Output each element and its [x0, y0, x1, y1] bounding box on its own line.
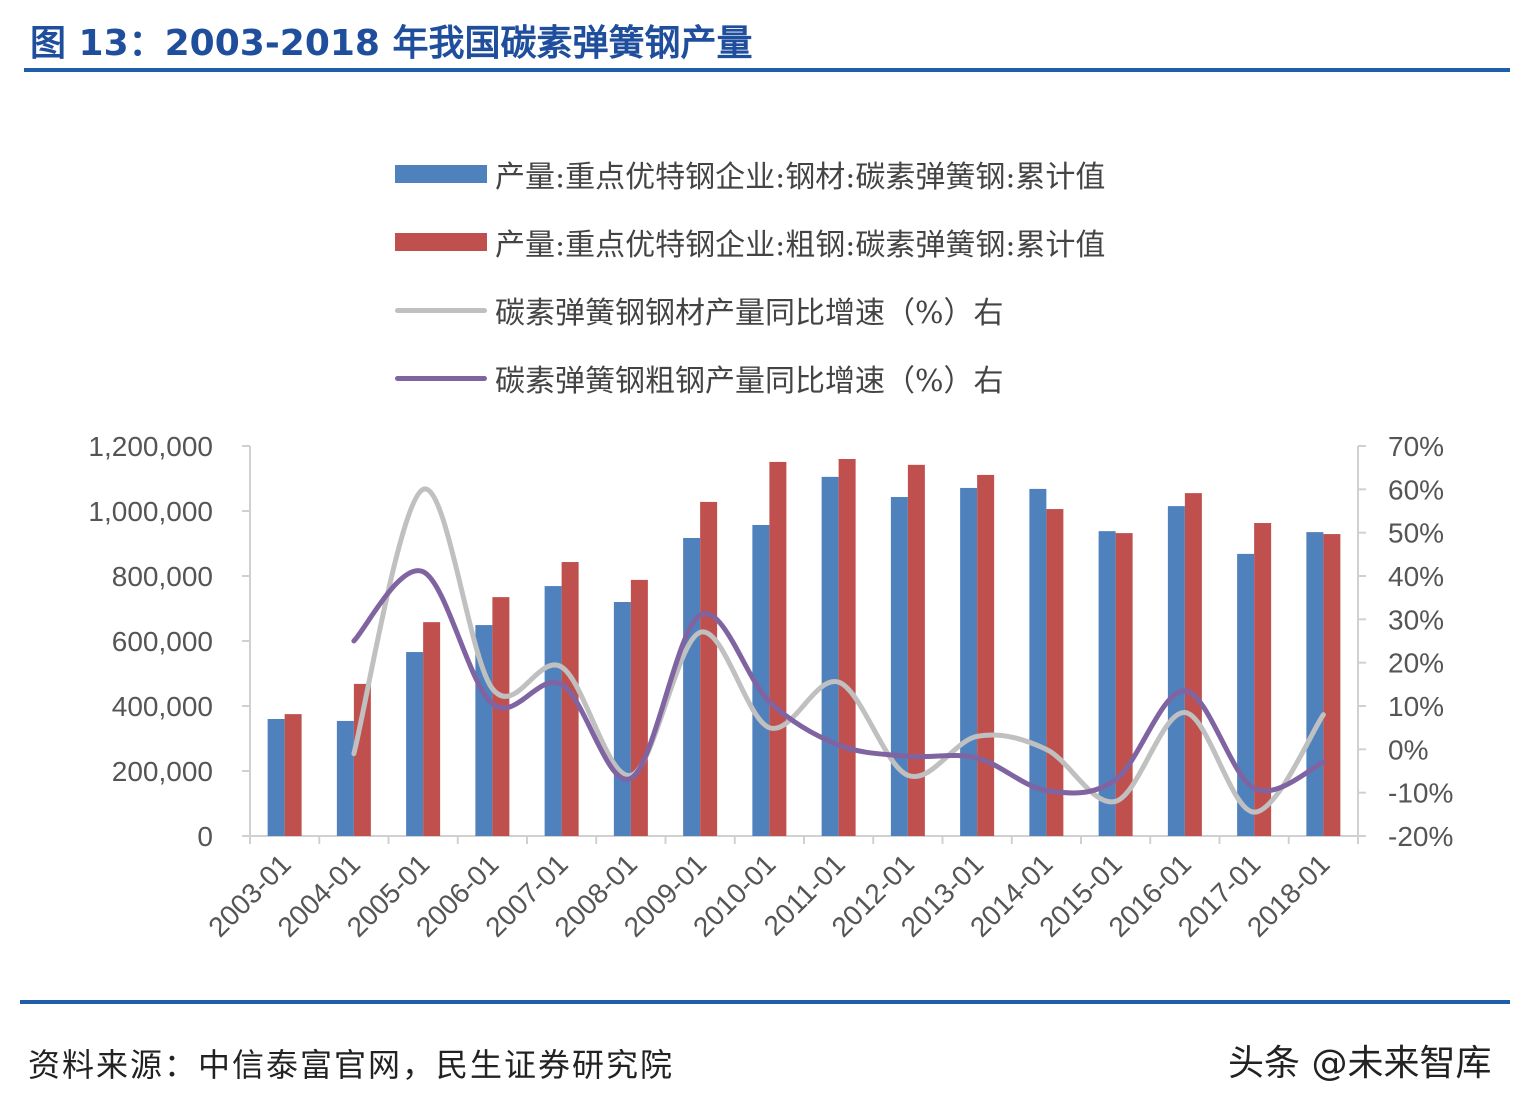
right-tick-label: 50% [1388, 518, 1444, 549]
right-tick-label: 0% [1388, 734, 1428, 765]
right-tick-label: 10% [1388, 691, 1444, 722]
bar-crude-steel [423, 622, 441, 836]
chart-area: 0 200,000 400,000 600,000 800,000 1,000,000 1,… [88, 431, 1453, 943]
bar-crude-steel [561, 562, 579, 836]
bar-steel-product [683, 537, 701, 836]
watermark: 头条 @未来智库 [1228, 1043, 1492, 1084]
legend-item: 碳素弹簧钢钢材产量同比增速（%）右 [395, 276, 1105, 344]
bar-crude-steel [1184, 493, 1202, 836]
right-tick-label: 30% [1388, 604, 1444, 635]
bar-crude-steel [1254, 523, 1272, 836]
right-tick-label: -10% [1388, 778, 1453, 809]
bar-crude-steel [1323, 534, 1341, 836]
bar-crude-steel [838, 459, 856, 836]
bar-crude-steel [284, 714, 302, 836]
bar-crude-steel [907, 464, 925, 836]
bar-crude-steel [492, 597, 510, 836]
bar-steel-product [821, 476, 839, 836]
right-tick-label: 70% [1388, 431, 1444, 462]
legend-label: 产量:重点优特钢企业:钢材:碳素弹簧钢:累计值 [495, 160, 1106, 195]
line-crude-steel-growth [351, 568, 1326, 796]
bar-steel-product [1167, 506, 1185, 836]
bar-crude-steel [353, 683, 371, 836]
bar-crude-steel [700, 501, 718, 836]
left-tick-label: 600,000 [112, 626, 213, 657]
legend-item: 碳素弹簧钢粗钢产量同比增速（%）右 [395, 344, 1105, 412]
left-tick-label: 400,000 [112, 691, 213, 722]
bar-crude-steel [1046, 509, 1064, 836]
legend-swatch-gray [395, 307, 487, 313]
left-tick-label: 0 [197, 821, 213, 852]
legend: 产量:重点优特钢企业:钢材:碳素弹簧钢:累计值 产量:重点优特钢企业:粗钢:碳素… [395, 140, 1105, 412]
bar-steel-product [1098, 531, 1116, 836]
footer-rule [20, 1000, 1510, 1004]
right-tick-label: 40% [1388, 561, 1444, 592]
source-note: 资料来源：中信泰富官网，民生证券研究院 [28, 1046, 675, 1084]
left-tick-label: 1,000,000 [88, 496, 213, 527]
right-tick-label: 20% [1388, 648, 1444, 679]
legend-swatch-red [395, 233, 487, 251]
bar-crude-steel [769, 461, 787, 836]
legend-swatch-blue [395, 165, 487, 183]
bar-steel-product [960, 487, 978, 836]
legend-label: 碳素弹簧钢钢材产量同比增速（%）右 [495, 296, 1004, 331]
bar-steel-product [1306, 532, 1324, 836]
legend-item: 产量:重点优特钢企业:钢材:碳素弹簧钢:累计值 [395, 140, 1105, 208]
legend-swatch-purple [395, 375, 487, 381]
bar-crude-steel [977, 474, 995, 836]
bar-steel-product [752, 524, 770, 836]
legend-item: 产量:重点优特钢企业:粗钢:碳素弹簧钢:累计值 [395, 208, 1105, 276]
bar-steel-product [613, 602, 631, 836]
legend-label: 产量:重点优特钢企业:粗钢:碳素弹簧钢:累计值 [495, 228, 1106, 263]
bar-steel-product [890, 497, 908, 836]
bar-steel-product [336, 720, 354, 836]
left-tick-label: 800,000 [112, 561, 213, 592]
figure-title: 图 13：2003-2018 年我国碳素弹簧钢产量 [30, 23, 753, 64]
bar-steel-product [267, 719, 285, 836]
title-rule [24, 68, 1510, 72]
bar-crude-steel [1115, 533, 1133, 836]
bar-steel-product [1237, 553, 1255, 836]
right-tick-label: 60% [1388, 474, 1444, 505]
legend-label: 碳素弹簧钢粗钢产量同比增速（%）右 [495, 364, 1004, 399]
bar-crude-steel [630, 579, 648, 836]
bar-steel-product [544, 586, 562, 836]
bar-steel-product [406, 652, 424, 836]
left-tick-label: 200,000 [112, 756, 213, 787]
left-tick-label: 1,200,000 [88, 431, 213, 462]
right-tick-label: -20% [1388, 821, 1453, 852]
